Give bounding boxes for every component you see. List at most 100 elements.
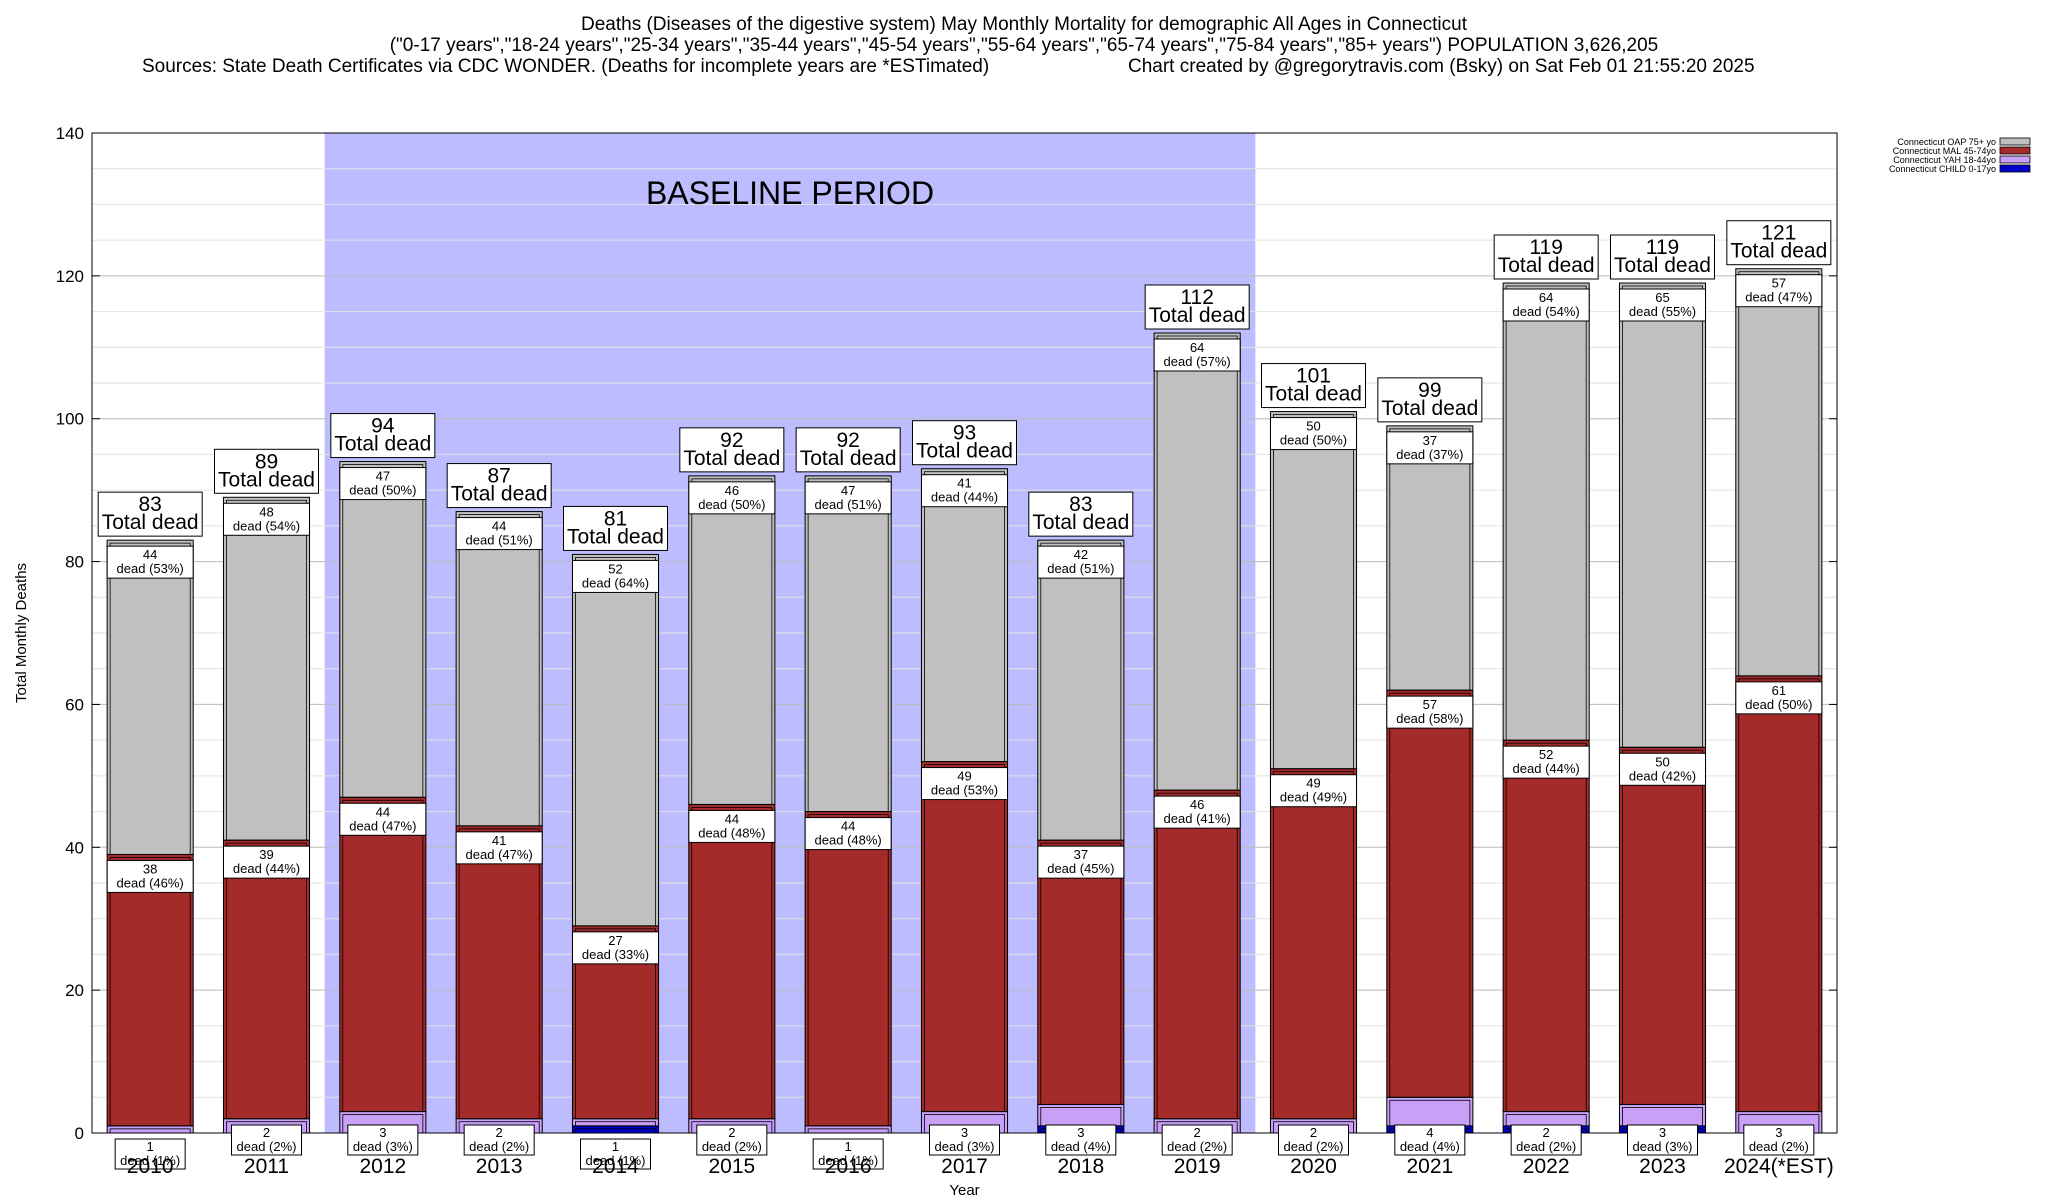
segment-label-box [804,817,892,851]
y-tick-label: 140 [56,124,84,143]
segment-label-box [1627,1124,1698,1156]
total-dead-label: Total dead [1730,240,1827,263]
segment-percent-label: dead (47%) [1745,290,1812,305]
bar-segment [1502,282,1590,741]
segment-value-label: 46 [1190,797,1204,812]
bar-segment [920,468,1009,763]
total-label-box [1144,284,1250,330]
segment-percent-label: dead (4%) [1051,1139,1111,1154]
bar-segment-inner [691,478,773,805]
segment-percent-label: dead (51%) [1047,561,1114,576]
segment-percent-label: dead (54%) [1513,304,1580,319]
segment-value-label: 50 [1655,754,1669,769]
bar-segment-inner [575,557,656,927]
total-dead-label: Total dead [1265,383,1362,406]
total-value-label: 92 [720,429,743,452]
segment-value-label: 2 [1194,1125,1201,1140]
bar-segment-inner [109,542,191,855]
bar-segment-inner [1505,285,1587,741]
total-label-box [1261,363,1366,409]
segment-percent-label: dead (47%) [466,847,533,862]
segment-label-box [812,1138,884,1170]
chart-credit: Chart created by @gregorytravis.com (Bsk… [1128,56,1755,77]
bar-segment-inner [924,764,1005,1112]
segment-percent-label: dead (53%) [931,783,998,798]
x-tick-label: 2015 [708,1155,755,1178]
segment-value-label: 3 [1659,1125,1666,1140]
total-label-box [330,413,436,459]
x-tick-label: 2011 [244,1155,289,1178]
segment-percent-label: dead (2%) [1516,1139,1576,1154]
x-axis-label: Year [949,1182,979,1199]
chart-title: Deaths (Diseases of the digestive system… [581,14,1467,35]
total-label-box [1028,491,1134,537]
segment-percent-label: dead (48%) [815,833,882,848]
total-value-label: 92 [836,429,859,452]
segment-value-label: 3 [1077,1125,1084,1140]
bar-segment [804,1125,892,1134]
total-label-box [1377,377,1483,423]
segment-percent-label: dead (1%) [586,1153,646,1168]
segment-label-box [572,559,659,593]
x-tick-label: 2017 [941,1155,988,1178]
bar-segment-inner [1389,428,1471,691]
segment-value-label: 2 [728,1125,735,1140]
x-tick-label: 2021 [1406,1155,1453,1178]
legend-entry-label: Connecticut CHILD 0-17yo [1889,164,1996,174]
segment-percent-label: dead (2%) [469,1139,529,1154]
segment-percent-label: dead (33%) [582,947,649,962]
segment-percent-label: dead (3%) [935,1139,995,1154]
x-tick-label: 2016 [825,1155,872,1178]
y-axis-label: Total Monthly Deaths [13,563,30,703]
segment-percent-label: dead (46%) [117,875,184,890]
bar-segment-inner [807,1128,889,1134]
segment-percent-label: dead (44%) [1513,761,1580,776]
segment-label-box [1743,1124,1815,1156]
bar-segment-inner [1622,285,1703,748]
segment-label-box [1161,1124,1233,1156]
segment-value-label: 44 [725,811,739,826]
segment-value-label: 1 [612,1139,619,1154]
bar-segment-inner [1040,842,1122,1105]
legend-swatch [1999,164,2031,173]
segment-percent-label: dead (53%) [117,561,184,576]
bar-segment [1735,675,1823,1113]
bar-segment [1269,411,1358,770]
bar-segment-inner [458,828,540,1120]
segment-label-box [106,859,194,893]
segment-percent-label: dead (50%) [1745,697,1812,712]
bar-segment [222,496,311,841]
segment-value-label: 42 [1074,547,1088,562]
segment-label-box [1502,745,1590,779]
bar-segment [1153,332,1241,791]
segment-value-label: 52 [1539,747,1553,762]
bar-segment-inner [575,1121,656,1127]
chart-title-block: Deaths (Diseases of the digestive system… [0,14,2048,77]
segment-value-label: 37 [1423,433,1437,448]
segment-label-box [929,1124,1000,1156]
segment-value-label: 27 [608,933,622,948]
segment-label-box [455,517,543,551]
bar-segment-inner [458,514,540,827]
bar-segment [339,461,427,798]
segment-label-box [463,1124,535,1156]
bar-segment [920,761,1009,1113]
segment-label-box [688,809,776,843]
segment-label-box [804,481,892,515]
bar-segment-inner [226,499,307,841]
segment-percent-label: dead (3%) [353,1139,413,1154]
x-tick-label: 2013 [476,1155,523,1178]
total-label-box [912,420,1017,466]
segment-percent-label: dead (51%) [815,497,882,512]
y-tick-label: 120 [56,267,84,286]
bar-segment [688,803,776,1120]
segment-value-label: 46 [725,483,739,498]
x-tick-label: 2012 [359,1155,406,1178]
total-value-label: 94 [371,415,395,438]
bar-segment-inner [575,1128,656,1134]
segment-percent-label: dead (3%) [1633,1139,1693,1154]
segment-percent-label: dead (2%) [1167,1139,1227,1154]
segment-label-box [347,1124,419,1156]
x-tick-label: 2022 [1523,1155,1570,1178]
